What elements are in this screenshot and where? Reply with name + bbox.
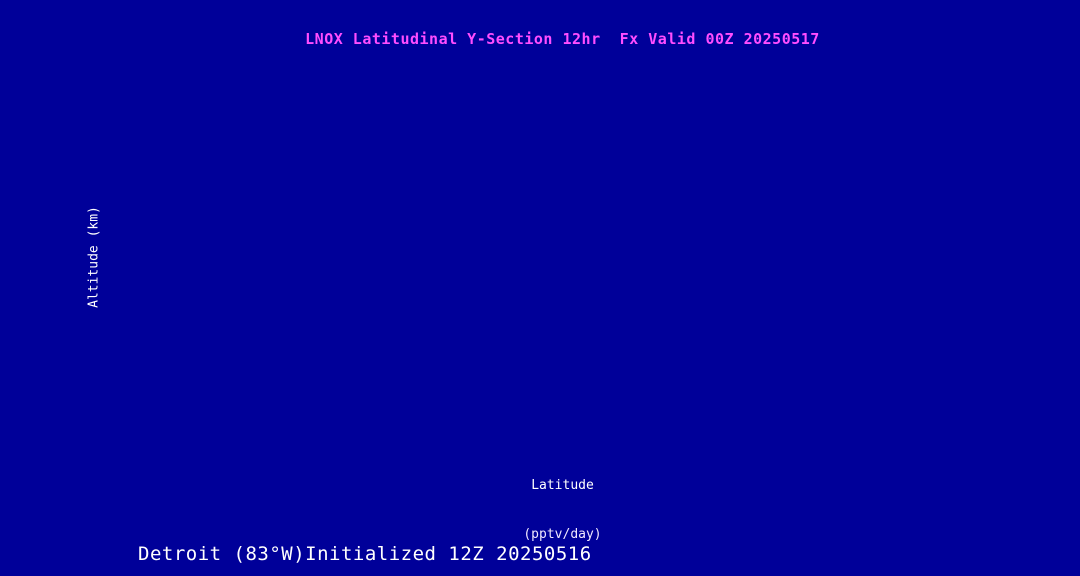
init-caption: Detroit (83°W)Initialized 12Z 20250516 [138, 543, 592, 565]
plot-title: LNOX Latitudinal Y-Section 12hr Fx Valid… [305, 30, 820, 48]
colorbar-units-label: (pptv/day) [523, 527, 602, 542]
x-axis-label: Latitude [531, 478, 594, 493]
y-axis-label: Altitude (km) [86, 206, 102, 308]
